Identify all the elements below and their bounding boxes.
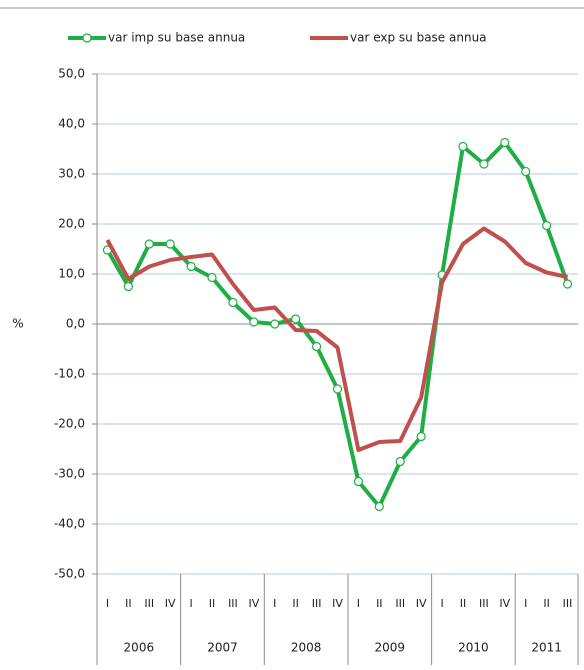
point-marker xyxy=(270,319,280,329)
x-tick-label: II xyxy=(209,597,216,610)
y-tick-label: -40,0 xyxy=(54,517,85,531)
point-marker xyxy=(416,431,426,442)
x-tick-label: II xyxy=(125,597,132,610)
x-tick-label: IV xyxy=(499,597,510,610)
x-tick-label: IV xyxy=(416,597,427,610)
group-label: 2009 xyxy=(375,641,406,655)
group-label: 2008 xyxy=(291,641,322,655)
point-marker xyxy=(374,501,384,512)
x-tick-label: III xyxy=(228,597,238,610)
y-tick-label: 0,0 xyxy=(66,317,85,331)
legend-label: var imp su base annua xyxy=(108,31,245,45)
point-marker xyxy=(479,159,489,169)
point-marker xyxy=(144,239,154,249)
x-tick-label: III xyxy=(479,597,489,610)
point-marker xyxy=(332,384,343,394)
y-tick-label: -20,0 xyxy=(54,417,85,431)
y-tick-label: -50,0 xyxy=(54,567,85,581)
point-marker xyxy=(123,281,133,292)
y-axis-label: % xyxy=(12,317,23,331)
point-marker xyxy=(249,317,259,327)
point-marker xyxy=(291,314,301,324)
point-marker xyxy=(228,297,238,308)
group-label: 2006 xyxy=(124,641,155,655)
x-tick-label: III xyxy=(563,597,573,610)
point-marker xyxy=(395,456,405,467)
x-tick-label: I xyxy=(357,597,360,610)
x-tick-label: II xyxy=(460,597,467,610)
point-marker xyxy=(311,341,322,352)
x-tick-label: IV xyxy=(332,597,343,610)
point-marker xyxy=(562,279,573,289)
legend-label: var exp su base annua xyxy=(350,31,487,45)
y-tick-label: -30,0 xyxy=(54,467,85,481)
y-tick-label: 10,0 xyxy=(58,267,85,281)
group-label: 2011 xyxy=(531,641,562,655)
x-tick-label: IV xyxy=(165,597,176,610)
group-label: 2010 xyxy=(458,641,489,655)
point-marker xyxy=(186,261,196,272)
legend-marker xyxy=(82,33,92,43)
x-tick-label: I xyxy=(106,597,109,610)
x-tick-label: II xyxy=(292,597,299,610)
x-tick-label: III xyxy=(395,597,405,610)
y-tick-label: 20,0 xyxy=(58,217,85,231)
x-tick-label: I xyxy=(273,597,276,610)
point-marker xyxy=(207,272,217,283)
y-tick-label: -10,0 xyxy=(54,367,85,381)
point-marker xyxy=(353,476,364,487)
x-tick-label: III xyxy=(312,597,322,610)
x-tick-label: II xyxy=(376,597,383,610)
point-marker xyxy=(521,166,531,177)
x-tick-label: I xyxy=(189,597,192,610)
x-tick-label: IV xyxy=(248,597,259,610)
point-marker xyxy=(458,141,468,152)
series-line xyxy=(105,226,568,452)
point-marker xyxy=(500,137,510,148)
y-tick-label: 40,0 xyxy=(58,117,85,131)
point-marker xyxy=(165,239,175,249)
y-tick-label: 30,0 xyxy=(58,167,85,181)
x-tick-label: II xyxy=(543,597,550,610)
point-marker xyxy=(542,220,552,231)
x-tick-label: I xyxy=(524,597,527,610)
y-tick-label: 50,0 xyxy=(58,67,85,81)
group-label: 2007 xyxy=(207,641,238,655)
x-tick-label: III xyxy=(144,597,154,610)
x-tick-label: I xyxy=(440,597,443,610)
